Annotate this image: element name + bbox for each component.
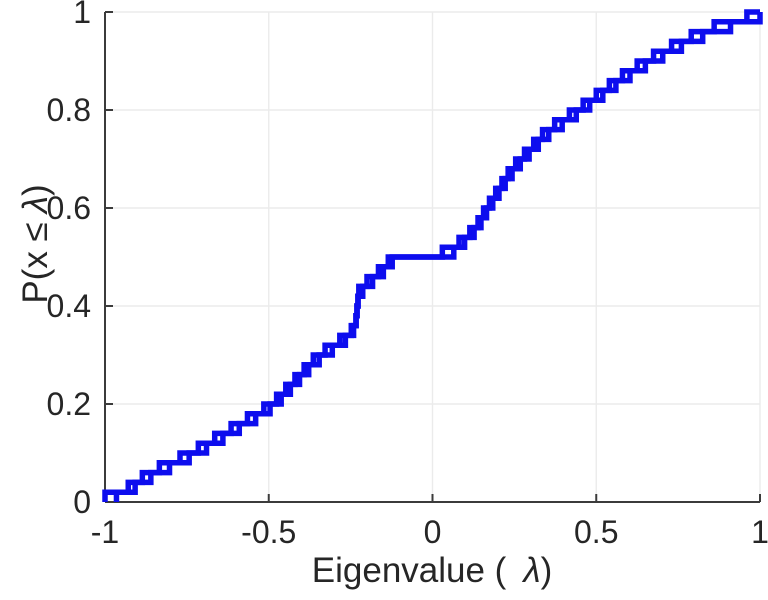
x-axis-label: Eigenvalue ( λ) [312, 551, 552, 591]
ecdf-series [102, 9, 763, 502]
ecdf-2-line [113, 12, 763, 502]
y-axis-label-prefix: P(x ≤ [16, 222, 55, 304]
y-tick-label: 0.6 [47, 190, 91, 226]
x-axis-label-prefix: Eigenvalue ( [311, 551, 507, 590]
y-tick-label: 0.8 [47, 92, 91, 128]
y-axis-lambda-symbol: λ [16, 195, 55, 214]
x-tick-label: -1 [91, 514, 119, 550]
x-axis-label-suffix: ) [540, 551, 553, 590]
x-tick-label: 0.5 [574, 514, 618, 550]
y-axis-label: P(x ≤ λ) [16, 184, 56, 303]
x-tick-labels: -1 -0.5 0 0.5 1 [91, 514, 768, 550]
x-tick-label: 1 [751, 514, 768, 550]
y-tick-label: 0 [73, 484, 91, 520]
y-tick-labels: 0 0.2 0.4 0.6 0.8 1 [47, 0, 91, 520]
y-tick-label: 1 [73, 0, 91, 30]
y-axis-label-suffix: ) [16, 184, 55, 196]
y-tick-label: 0.4 [47, 288, 91, 324]
y-tick-label: 0.2 [47, 386, 91, 422]
x-tick-label: 0 [424, 514, 442, 550]
x-axis-lambda-symbol: λ [523, 551, 541, 590]
x-tick-label: -0.5 [241, 514, 296, 550]
